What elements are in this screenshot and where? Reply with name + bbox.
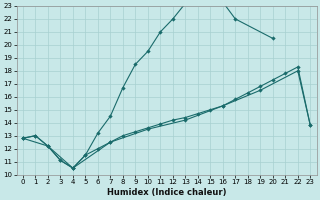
X-axis label: Humidex (Indice chaleur): Humidex (Indice chaleur) [107,188,226,197]
